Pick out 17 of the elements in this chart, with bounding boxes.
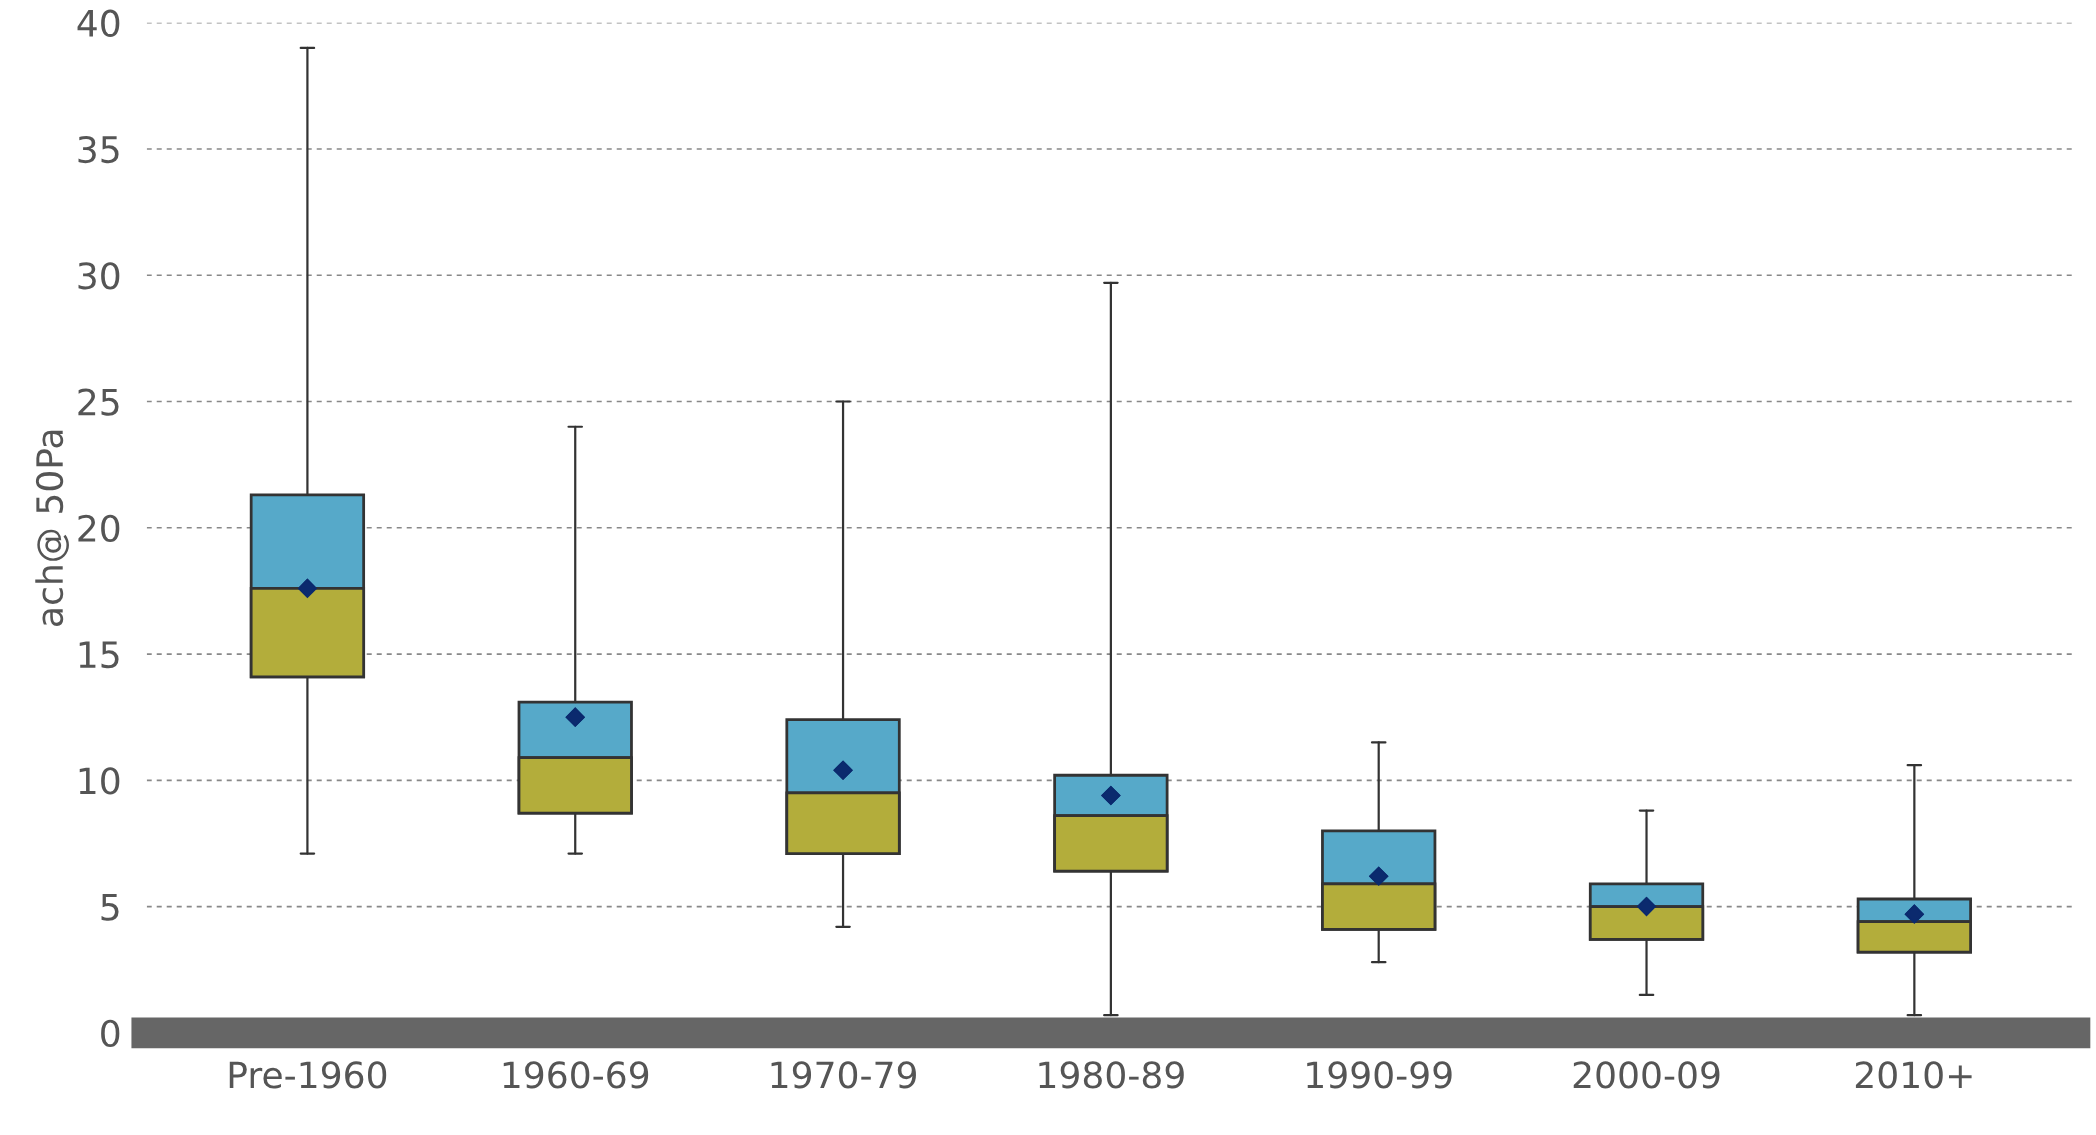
y-tick-label: 20 <box>78 514 120 543</box>
x-tick-label: Pre-1960 <box>229 1061 387 1089</box>
y-tick-label: 10 <box>79 767 120 795</box>
x-tick-label: 1990-99 <box>1307 1061 1452 1089</box>
y-tick-label: 30 <box>78 262 120 290</box>
y-tick-label: 0 <box>101 1019 120 1048</box>
y-tick-label: 5 <box>101 893 119 921</box>
x-tick-label: 2010+ <box>1855 1061 1972 1089</box>
y-tick-label: 40 <box>77 9 120 37</box>
x-tick-label: 1980-89 <box>1039 1061 1184 1089</box>
x-tick-label: 1960-69 <box>503 1061 649 1089</box>
y-tick-label: 35 <box>78 135 119 164</box>
x-tick-label: 2000-09 <box>1573 1061 1720 1089</box>
y-tick-label: 15 <box>79 641 119 669</box>
x-tick-label: 1970-79 <box>771 1061 916 1089</box>
y-axis-title: ach@ 50Pa <box>35 430 69 626</box>
y-tick-label: 25 <box>78 388 119 416</box>
